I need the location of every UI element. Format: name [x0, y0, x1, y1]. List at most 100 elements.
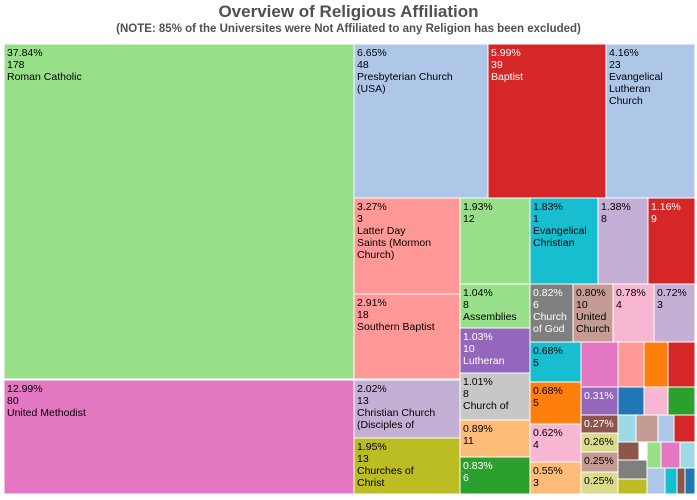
cell-name-label: Christian: [533, 237, 575, 249]
cell-name-label: (Disciples of: [357, 419, 414, 431]
cell-percent-label: 1.04%: [463, 287, 493, 299]
treemap-rect: [529, 341, 582, 383]
cell-count-label: 8: [463, 388, 469, 400]
cell-percent-label: 4.16%: [609, 47, 639, 59]
treemap-rect: [617, 341, 645, 388]
cell-percent-label: 0.83%: [463, 460, 493, 472]
cell-name-label: (USA): [357, 83, 386, 95]
cell-count-label: 9: [651, 213, 657, 225]
chart-subtitle: (NOTE: 85% of the Universites were Not A…: [116, 23, 581, 35]
cell-name-label: Evangelical: [533, 225, 587, 237]
treemap-cell: 1.16%9: [647, 197, 696, 285]
treemap-rect: [646, 441, 662, 469]
cell-name-label: Southern Baptist: [357, 321, 435, 333]
treemap-rect: [3, 43, 355, 380]
treemap-cell: [684, 467, 696, 495]
treemap-rect: [3, 379, 355, 495]
treemap-rect: [580, 341, 619, 388]
cell-name-label: Evangelical: [609, 71, 663, 83]
treemap-cell: [580, 341, 619, 388]
cell-percent-label: 1.38%: [601, 201, 631, 213]
treemap-cell: 0.27%: [580, 414, 619, 434]
cell-count-label: 5: [533, 357, 539, 369]
cell-count-label: 4: [533, 439, 539, 451]
cell-name-label: Church: [533, 311, 567, 323]
treemap-rect: [529, 461, 582, 495]
treemap-rect: [459, 372, 531, 421]
treemap-rect: [646, 467, 666, 495]
treemap-cell: [617, 386, 645, 416]
treemap-cell: [664, 467, 678, 495]
cell-count-label: 18: [357, 309, 369, 321]
cell-percent-label: 2.02%: [357, 383, 387, 395]
treemap-cell: [617, 414, 637, 443]
treemap-cell: 0.25%: [580, 471, 619, 495]
cell-percent-label: 1.83%: [533, 201, 563, 213]
cell-name-label: of God: [533, 323, 565, 335]
treemap-rect: [676, 467, 686, 495]
treemap-rect: [647, 197, 696, 285]
treemap-rect: [664, 467, 678, 495]
cell-name-label: Assemblies: [463, 311, 517, 323]
cell-percent-label: 0.80%: [576, 287, 606, 299]
cell-name-label: Church: [609, 95, 643, 107]
cell-percent-label: 0.68%: [533, 345, 563, 357]
treemap-cell: 0.68%5: [529, 381, 582, 425]
treemap-rect: [353, 43, 489, 199]
cell-count-label: 6: [463, 472, 469, 484]
treemap-cell: [617, 341, 645, 388]
cell-name-label: Lutheran: [609, 83, 651, 95]
cell-count-label: 10: [463, 343, 475, 355]
cell-name-label: Church: [576, 323, 610, 335]
treemap-rect: [353, 293, 461, 380]
cell-percent-label: 37.84%: [7, 47, 43, 59]
treemap-cell: [660, 441, 681, 469]
treemap-cell: 0.62%4: [529, 423, 582, 463]
cell-count-label: 11: [463, 435, 474, 447]
cell-percent-label: 12.99%: [7, 383, 43, 395]
cell-count-label: 23: [609, 59, 621, 71]
cell-percent-label: 0.26%: [584, 436, 614, 448]
treemap-rect: [459, 419, 531, 458]
cell-percent-label: 1.03%: [463, 331, 493, 343]
treemap-cell: [667, 386, 696, 416]
treemap-cell: 0.55%3: [529, 461, 582, 495]
treemap-rect: [617, 478, 648, 495]
cell-count-label: 6: [533, 299, 539, 311]
treemap-cell: [643, 341, 669, 388]
treemap-rect: [679, 441, 696, 469]
treemap-cell: [673, 414, 696, 443]
cell-percent-label: 1.01%: [463, 376, 493, 388]
cell-percent-label: 5.99%: [491, 47, 521, 59]
treemap-cell: [617, 441, 640, 461]
cell-name-label: Church): [357, 249, 394, 261]
treemap-rect: [529, 381, 582, 425]
treemap-rect: [617, 441, 640, 461]
cell-count-label: 12: [463, 213, 475, 225]
cell-count-label: 39: [491, 59, 503, 71]
cell-count-label: 10: [576, 299, 588, 311]
cell-name-label: United Methodist: [7, 407, 86, 419]
treemap-cell: 0.68%5: [529, 341, 582, 383]
treemap-rect: [617, 414, 637, 443]
treemap-cell: [667, 341, 696, 388]
treemap-cell: 1.93%12: [459, 197, 531, 285]
treemap-rect: [643, 386, 669, 416]
treemap-rect: [617, 386, 645, 416]
treemap-cell: 0.78%4: [612, 283, 655, 343]
cell-count-label: 8: [463, 299, 469, 311]
chart-title: Overview of Religious Affiliation: [218, 2, 479, 21]
treemap-rect: [353, 437, 461, 495]
cell-percent-label: 0.25%: [584, 475, 614, 487]
cell-name-label: Lutheran: [463, 355, 505, 367]
